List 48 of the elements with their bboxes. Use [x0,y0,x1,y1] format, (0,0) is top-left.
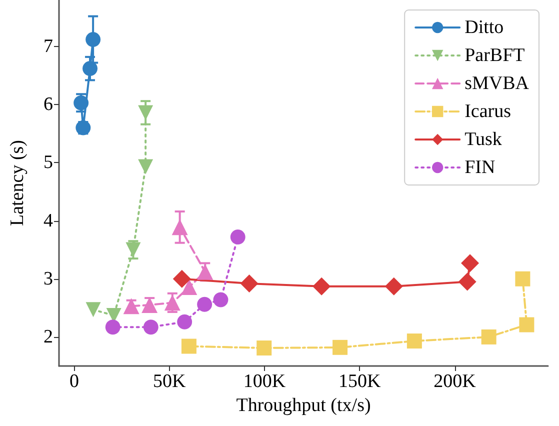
legend-label: Icarus [464,101,512,122]
point [172,219,188,236]
x-axis-title: Throughput (tx/s) [236,395,371,416]
point [213,292,228,308]
point [312,277,331,296]
y-tick-label: 6 [44,94,53,116]
x-tick-label: 50K [152,371,186,392]
point [240,274,258,293]
point [256,340,272,356]
point [177,314,192,330]
y-tick-label: 3 [44,268,53,290]
x-tick-label: 100K [243,371,286,392]
point [74,95,89,110]
point [481,329,496,344]
x-tick-label: 0 [69,371,79,392]
y-axis-title: Latency (s) [7,140,28,226]
point [460,254,479,272]
point [86,32,101,47]
point [123,298,140,314]
point [164,294,180,311]
legend-label: ParBFT [464,45,526,66]
point [172,270,191,288]
y-tick-label: 4 [44,210,54,232]
legend-label: Ditto [464,17,504,38]
point [515,271,530,286]
point [197,296,212,312]
point [138,159,154,174]
y-tick-label: 2 [44,326,53,348]
y-tick-label: 5 [44,152,53,174]
point [519,317,534,332]
legend-label: FIN [464,157,496,178]
x-tick-label: 200K [434,371,476,392]
point [384,277,403,296]
point [138,105,154,120]
point [105,320,120,335]
point [332,340,348,355]
y-tick-label: 7 [44,36,53,57]
point [181,278,198,295]
point [406,334,422,349]
point [82,61,98,76]
point [86,302,101,318]
legend-label: Tusk [464,129,502,150]
x-tick-label: 150K [338,371,382,392]
legend-label: sMVBA [464,73,530,94]
point [230,230,246,245]
point [143,320,158,335]
point [181,338,196,354]
point [458,272,476,291]
